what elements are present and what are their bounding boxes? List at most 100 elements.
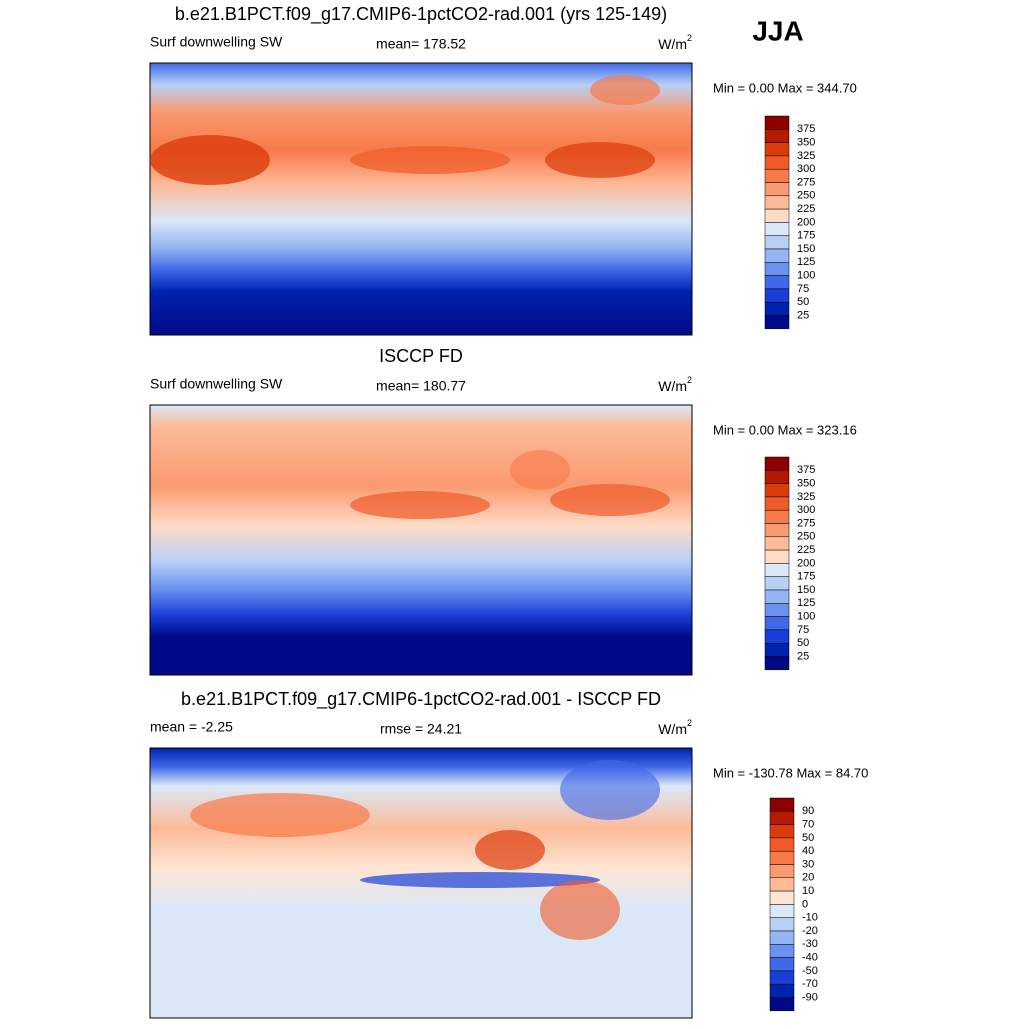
colorbar-label: 70 xyxy=(802,819,814,831)
colorbar-swatch xyxy=(764,129,790,143)
colorbar-swatch xyxy=(769,983,795,998)
colorbar-swatch xyxy=(764,182,790,197)
colorbar-swatch xyxy=(764,275,790,290)
colorbar-swatch xyxy=(769,864,795,879)
season-label: JJA xyxy=(752,15,803,46)
colorbar-label: 90 xyxy=(802,805,814,817)
units: W/m xyxy=(658,378,687,394)
colorbar-swatch xyxy=(769,957,795,972)
colorbar-swatch xyxy=(764,523,790,538)
colorbar-label: 175 xyxy=(797,230,815,242)
colorbar-swatch xyxy=(764,208,790,223)
colorbar-label: 0 xyxy=(802,898,808,910)
center-label: mean= 180.77 xyxy=(376,378,466,394)
colorbar-swatch xyxy=(769,877,795,892)
units-label: W/m2 xyxy=(658,375,692,393)
units: W/m xyxy=(658,36,687,52)
colorbar-swatch xyxy=(769,904,795,918)
colorbar-swatch xyxy=(764,155,790,170)
colorbar-swatch xyxy=(764,536,790,551)
colorbar-label: 200 xyxy=(797,216,815,228)
colorbar-label: 100 xyxy=(797,270,815,282)
colorbar-swatch xyxy=(764,496,790,511)
colorbar-label: -20 xyxy=(802,925,818,937)
colorbar-label: -40 xyxy=(802,952,818,964)
colorbar-label: 250 xyxy=(797,531,815,543)
colorbar-swatch xyxy=(764,115,790,130)
colorbar-label: 350 xyxy=(797,137,815,149)
units-superscript: 2 xyxy=(687,375,692,385)
colorbar-swatch xyxy=(764,315,790,330)
colorbar-label: -90 xyxy=(802,991,818,1003)
colorbar-label: 150 xyxy=(797,584,815,596)
colorbar-swatch xyxy=(764,656,790,671)
center-label: rmse = 24.21 xyxy=(380,721,462,737)
center-label: mean= 178.52 xyxy=(376,36,466,52)
colorbar-swatch xyxy=(764,483,790,498)
colorbar-label: 275 xyxy=(797,517,815,529)
colorbar-label: 325 xyxy=(797,491,815,503)
colorbar-swatch xyxy=(769,944,795,958)
colorbar-label: -10 xyxy=(802,912,818,924)
panel-title: b.e21.B1PCT.f09_g17.CMIP6-1pctCO2-rad.00… xyxy=(181,689,661,710)
colorbar-label: 325 xyxy=(797,150,815,162)
units-superscript: 2 xyxy=(687,33,692,43)
colorbar-swatch xyxy=(764,222,790,236)
colorbar-swatch xyxy=(764,301,790,316)
range-label: Min = 0.00 Max = 323.16 xyxy=(713,422,857,437)
colorbar-label: 375 xyxy=(797,464,815,476)
colorbar-label: 300 xyxy=(797,504,815,516)
colorbar-swatch xyxy=(764,603,790,617)
range-label: Min = -130.78 Max = 84.70 xyxy=(713,765,868,780)
colorbar-label: 50 xyxy=(797,296,809,308)
colorbar-label: 100 xyxy=(797,611,815,623)
colorbar-label: 125 xyxy=(797,256,815,268)
colorbar-label: -50 xyxy=(802,965,818,977)
colorbar-swatch xyxy=(769,797,795,812)
colorbar-label: 175 xyxy=(797,571,815,583)
colorbar-label: -70 xyxy=(802,978,818,990)
colorbar-swatch xyxy=(769,850,795,865)
colorbar-swatch xyxy=(769,837,795,852)
map-1 xyxy=(149,62,693,336)
colorbar-label: 300 xyxy=(797,163,815,175)
colorbar-swatch xyxy=(764,248,790,263)
colorbar-label: 75 xyxy=(797,283,809,295)
colorbar-swatch xyxy=(764,168,790,183)
colorbar-swatch xyxy=(764,288,790,303)
panel-title: ISCCP FD xyxy=(379,346,463,366)
colorbar-label: 275 xyxy=(797,176,815,188)
map-3 xyxy=(149,747,693,1019)
colorbar-swatch xyxy=(764,142,790,157)
units-label: W/m2 xyxy=(658,33,692,51)
colorbar-swatch xyxy=(769,890,795,905)
panel-title: b.e21.B1PCT.f09_g17.CMIP6-1pctCO2-rad.00… xyxy=(175,4,667,25)
colorbar-swatch xyxy=(764,563,790,577)
colorbar-label: 20 xyxy=(802,872,814,884)
colorbar-label: 50 xyxy=(797,637,809,649)
colorbar-swatch xyxy=(764,456,790,471)
colorbar-swatch xyxy=(764,195,790,210)
colorbar-swatch xyxy=(769,811,795,825)
colorbar-swatch xyxy=(764,509,790,524)
map-2 xyxy=(149,404,693,676)
colorbar-label: 125 xyxy=(797,597,815,609)
colorbar-label: 350 xyxy=(797,478,815,490)
colorbar-label: 375 xyxy=(797,123,815,135)
units-superscript: 2 xyxy=(687,718,692,728)
range-label: Min = 0.00 Max = 344.70 xyxy=(713,80,857,95)
colorbar-label: 225 xyxy=(797,203,815,215)
left-label: mean = -2.25 xyxy=(150,719,233,735)
colorbar-label: -30 xyxy=(802,938,818,950)
colorbar-label: 25 xyxy=(797,309,809,321)
colorbar-swatch xyxy=(764,549,790,564)
colorbar-swatch xyxy=(764,262,790,276)
colorbar-label: 30 xyxy=(802,858,814,870)
colorbar-swatch xyxy=(769,997,795,1012)
colorbar-swatch xyxy=(764,589,790,604)
colorbar-label: 225 xyxy=(797,544,815,556)
colorbar-swatch xyxy=(764,576,790,591)
colorbar-swatch xyxy=(769,970,795,985)
left-label: Surf downwelling SW xyxy=(150,376,283,392)
